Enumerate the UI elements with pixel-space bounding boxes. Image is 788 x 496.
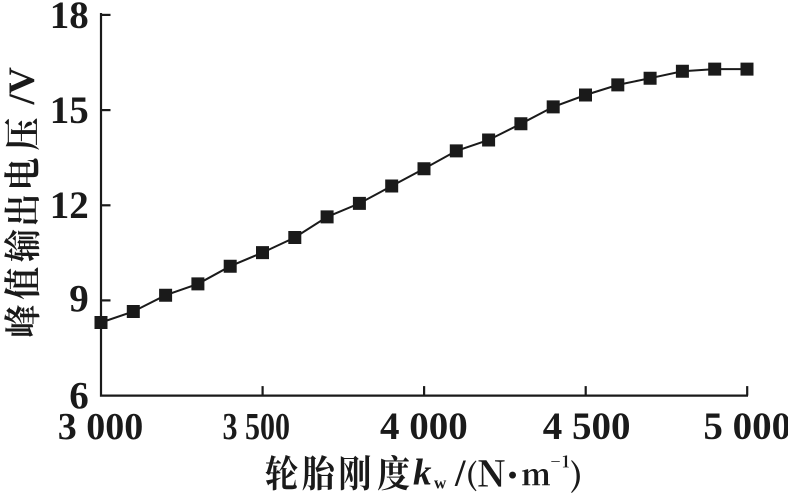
svg-text:3 500: 3 500 [223,406,291,448]
svg-text:9: 9 [69,278,89,321]
svg-text:4 000: 4 000 [380,405,468,448]
svg-text:5 000: 5 000 [703,405,788,448]
svg-text:15: 15 [50,89,89,132]
svg-text:12: 12 [50,184,89,227]
svg-text:k: k [413,453,432,494]
svg-text:18: 18 [50,0,89,37]
svg-text:/: / [454,453,466,495]
svg-text:/V: /V [2,67,43,106]
svg-text:6: 6 [69,375,89,418]
svg-text:w: w [434,473,447,492]
svg-text:4 500: 4 500 [543,405,631,448]
svg-text:3 000: 3 000 [58,406,144,448]
